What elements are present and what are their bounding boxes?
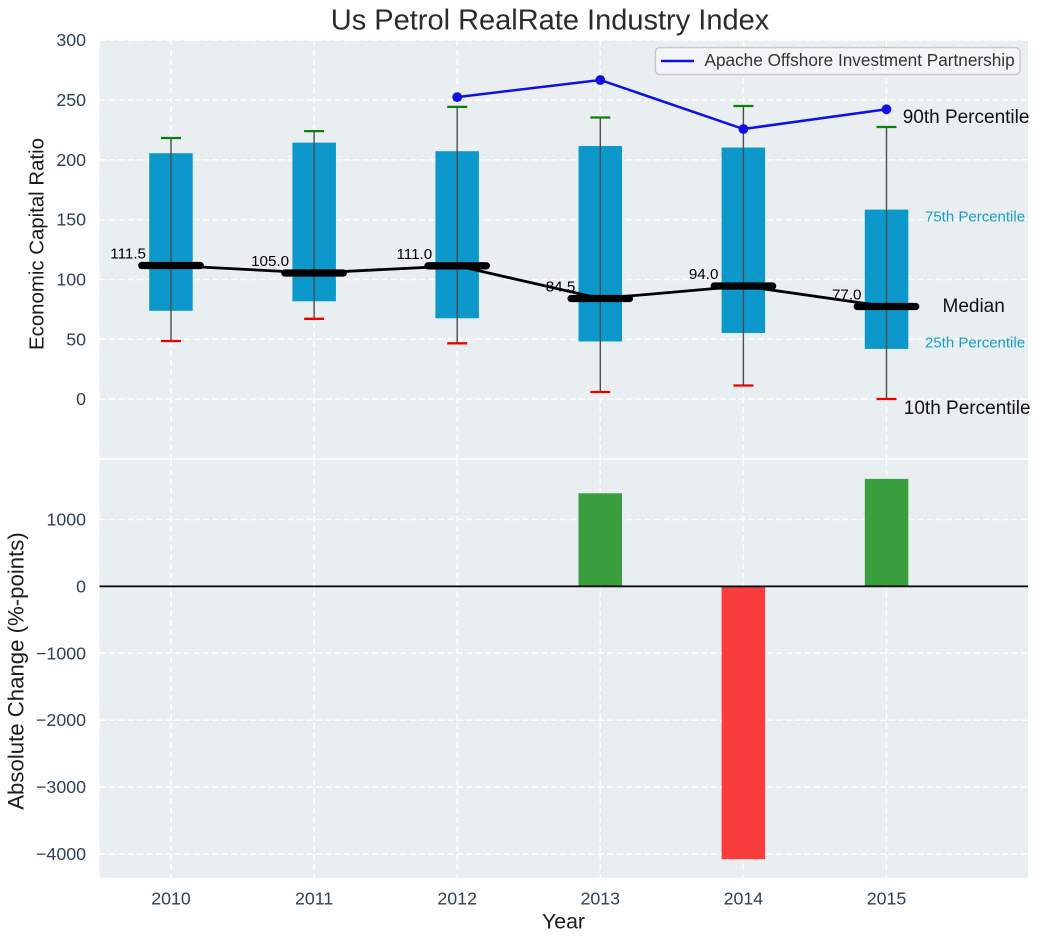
svg-text:84.5: 84.5 [546, 279, 576, 296]
svg-text:90th Percentile: 90th Percentile [903, 107, 1030, 128]
svg-text:77.0: 77.0 [832, 287, 862, 304]
svg-text:Us Petrol RealRate Industry In: Us Petrol RealRate Industry Index [331, 5, 770, 37]
svg-text:75th Percentile: 75th Percentile [925, 209, 1025, 226]
svg-text:111.0: 111.0 [396, 246, 432, 263]
svg-text:Absolute Change (%-points): Absolute Change (%-points) [4, 532, 29, 810]
svg-text:10th Percentile: 10th Percentile [904, 398, 1031, 419]
svg-text:0: 0 [76, 389, 86, 409]
svg-text:94.0: 94.0 [689, 266, 719, 283]
svg-text:1000: 1000 [46, 510, 86, 530]
svg-text:Year: Year [542, 910, 585, 934]
svg-text:150: 150 [56, 210, 86, 230]
svg-text:200: 200 [56, 150, 86, 170]
svg-text:50: 50 [66, 329, 86, 349]
svg-text:−2000: −2000 [36, 710, 86, 730]
svg-text:−4000: −4000 [36, 844, 86, 864]
svg-text:100: 100 [56, 270, 86, 290]
svg-text:−3000: −3000 [36, 777, 86, 797]
svg-text:2010: 2010 [151, 888, 191, 908]
svg-text:2015: 2015 [867, 888, 907, 908]
svg-text:105.0: 105.0 [251, 253, 289, 270]
svg-text:Economic Capital Ratio: Economic Capital Ratio [27, 138, 49, 350]
svg-text:−1000: −1000 [36, 643, 86, 663]
svg-text:2013: 2013 [581, 888, 621, 908]
svg-text:111.5: 111.5 [110, 246, 146, 263]
svg-text:2012: 2012 [437, 888, 477, 908]
svg-text:25th Percentile: 25th Percentile [925, 335, 1025, 352]
svg-text:Apache Offshore Investment Par: Apache Offshore Investment Partnership [705, 50, 1015, 70]
svg-text:250: 250 [56, 90, 86, 110]
svg-text:0: 0 [76, 576, 86, 596]
svg-text:2014: 2014 [724, 888, 764, 908]
svg-text:2011: 2011 [295, 888, 333, 908]
svg-text:300: 300 [56, 30, 86, 50]
svg-text:Median: Median [943, 296, 1005, 317]
